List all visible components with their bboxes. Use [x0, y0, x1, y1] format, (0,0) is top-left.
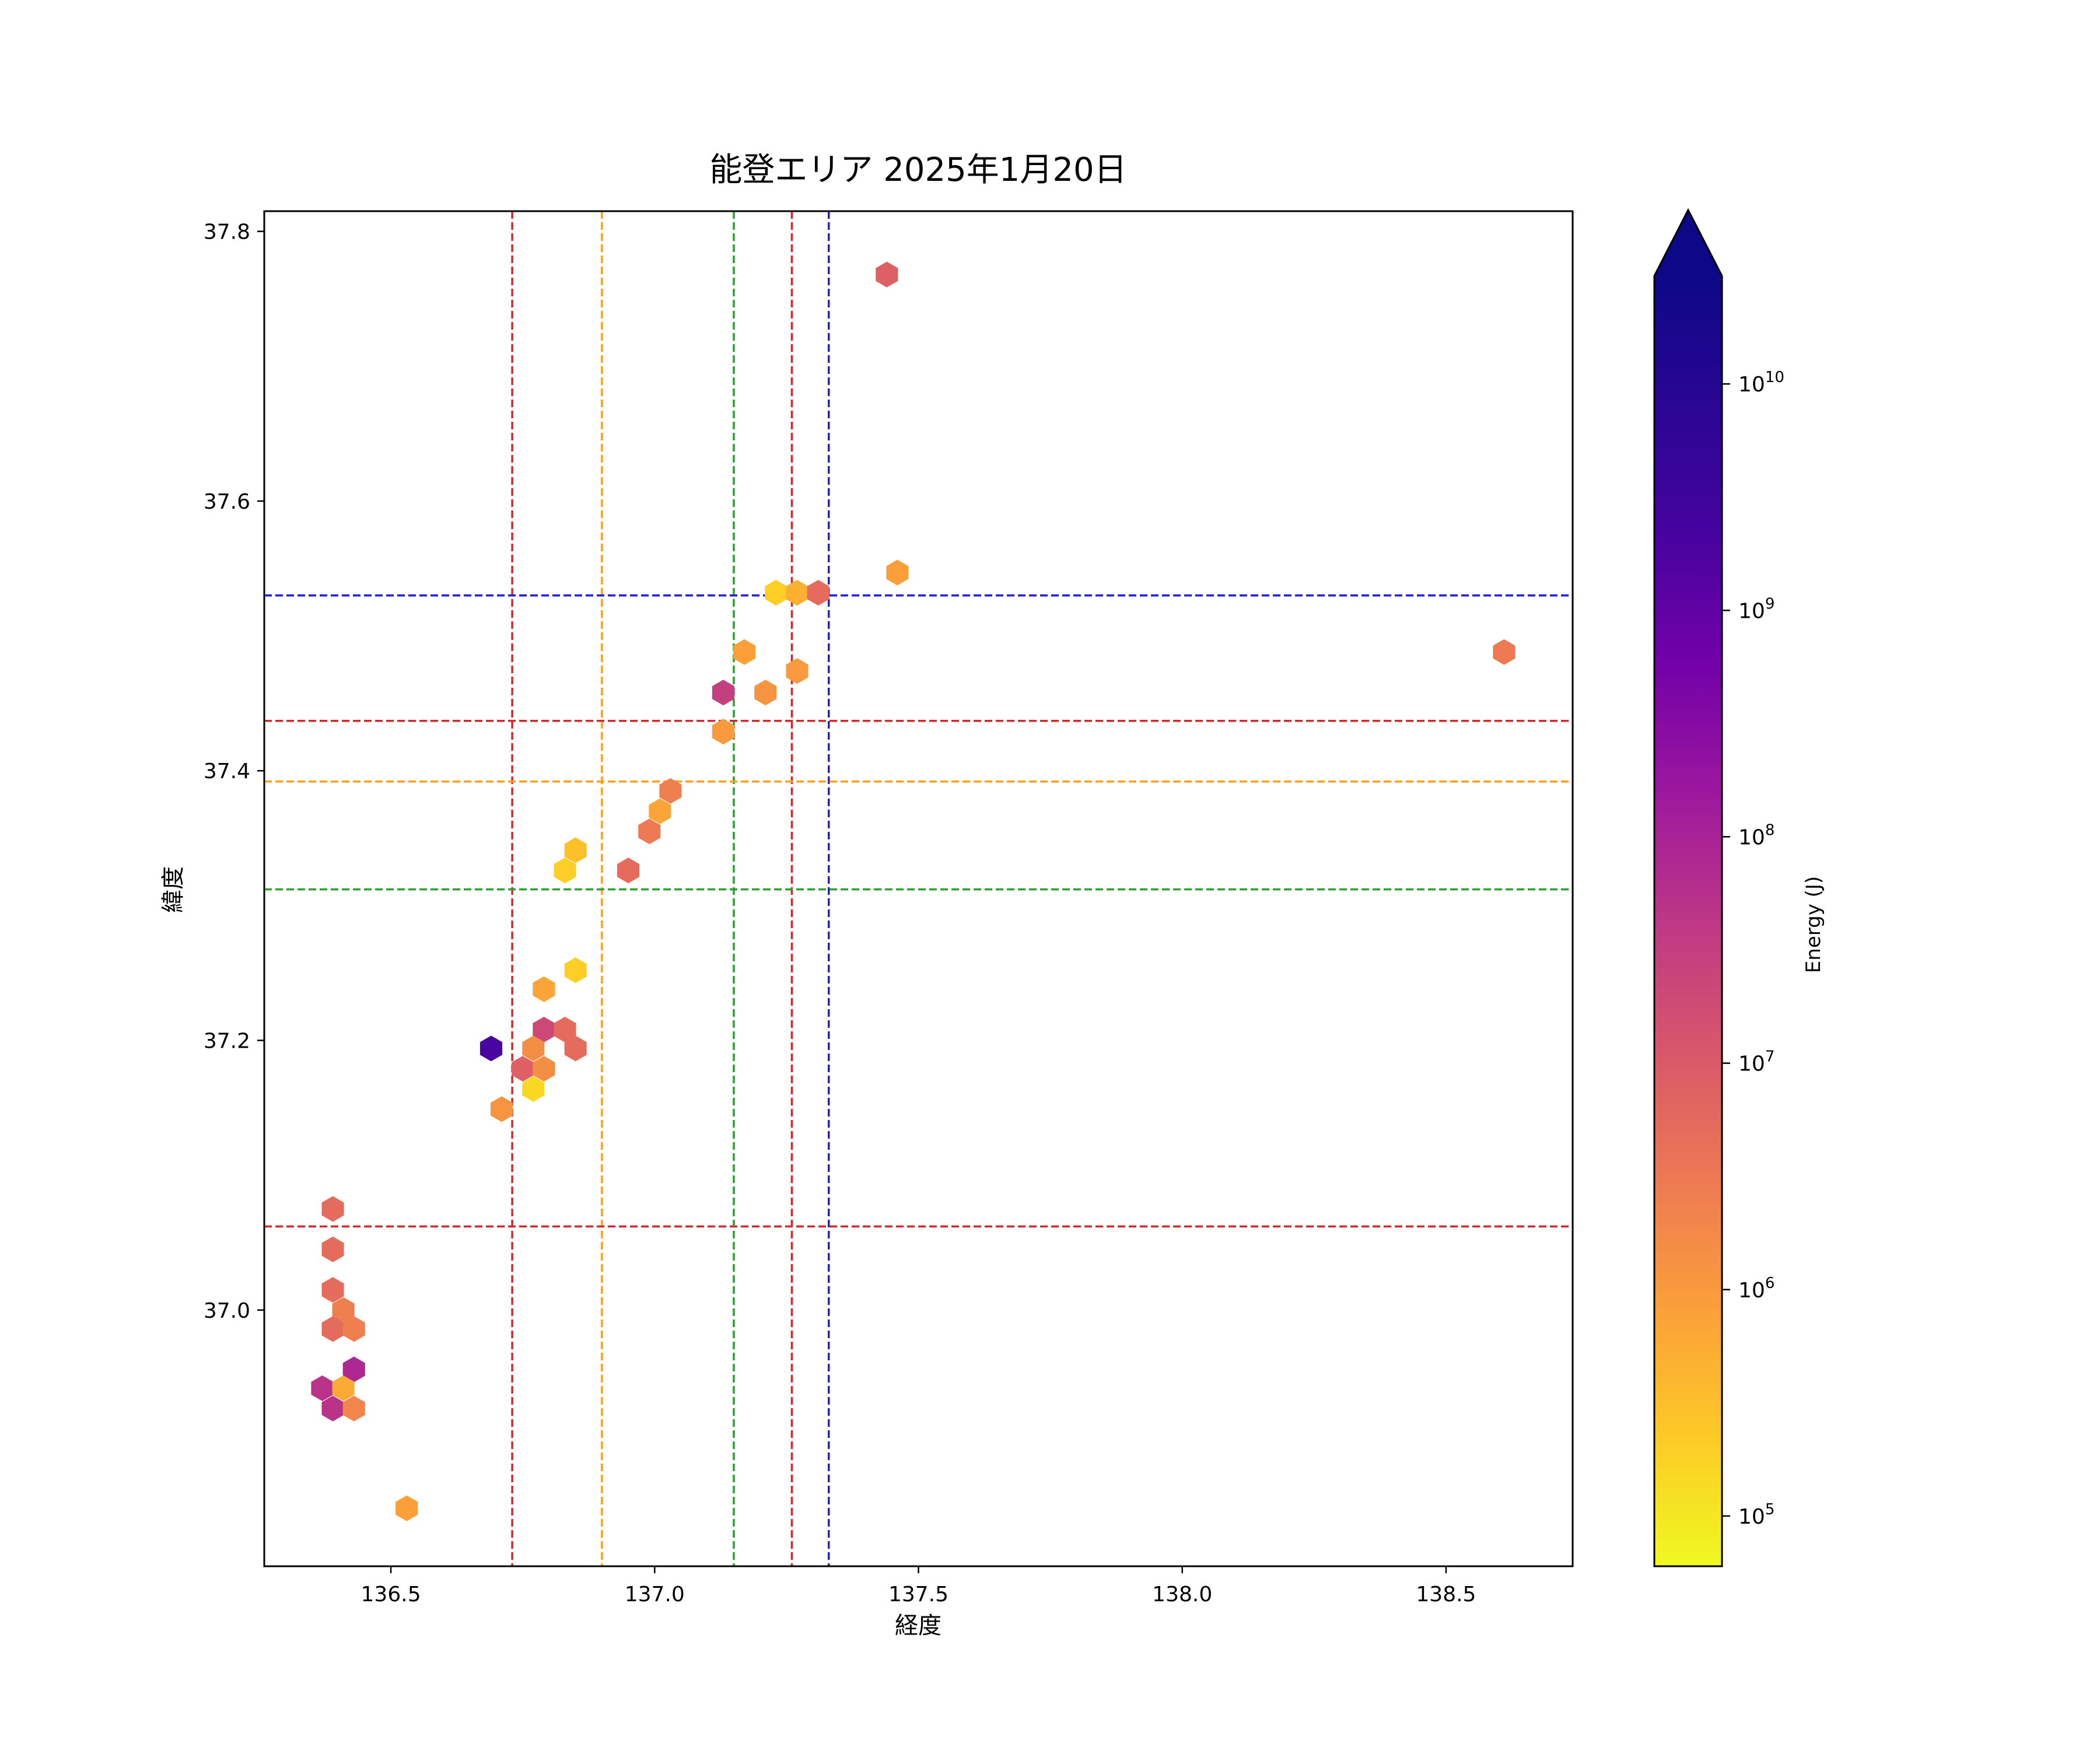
hexbin-cell [490, 1096, 513, 1122]
y-axis: 37.0 37.2 37.4 37.6 37.8 [204, 220, 264, 1323]
hexbin-cell [786, 580, 808, 606]
plot-area [263, 210, 1574, 1567]
hexbin-cell [649, 798, 671, 824]
hexbin-cell [564, 1035, 587, 1062]
colorbar-tick-label: 106 [1738, 1275, 1774, 1303]
hexbin-cell [807, 580, 830, 606]
hexbin-cell [522, 1035, 545, 1062]
hexbin-cell [754, 680, 777, 706]
colorbar-tick-label: 109 [1738, 595, 1774, 623]
hexbin-cell [617, 858, 640, 884]
hexbin-cell [765, 580, 788, 606]
colorbar-label: Energy (J) [1802, 876, 1825, 973]
colorbar-ticks: 105 106 107 108 109 1010 [1722, 369, 1784, 1529]
colorbar-gradient [1654, 276, 1722, 1566]
hexbin-cell [342, 1356, 365, 1382]
colorbar-tick-label: 1010 [1738, 369, 1784, 397]
colorbar: 105 106 107 108 109 1010 Energy (J) [1653, 208, 1825, 1567]
hexbin-cell [396, 1495, 418, 1521]
y-tick-label: 37.8 [204, 220, 250, 244]
hexbin-cell [564, 837, 587, 863]
hexbin-cell [321, 1395, 344, 1422]
colorbar-extend-arrow [1654, 210, 1722, 276]
hexbin-cell [533, 976, 555, 1002]
hexbin-cell [533, 1056, 555, 1082]
reference-lines [264, 211, 1573, 1566]
x-axis: 136.5 137.0 137.5 138.0 138.5 [361, 1566, 1476, 1606]
hexbin-cell [342, 1316, 365, 1342]
x-tick-label: 136.5 [361, 1583, 421, 1606]
x-axis-label: 経度 [895, 1612, 942, 1639]
colorbar-tick-label: 105 [1738, 1501, 1774, 1529]
hexbin-cell [786, 658, 808, 684]
x-tick-label: 137.0 [625, 1583, 685, 1606]
hexbin-cell [311, 1375, 334, 1401]
hexbin-cell [638, 818, 661, 845]
hexbin-cell [712, 680, 734, 706]
hexbin-cell [1493, 639, 1516, 665]
hexbin-cell [332, 1297, 355, 1323]
hexbin-cell [332, 1375, 355, 1401]
chart-title: 能登エリア 2025年1月20日 [709, 151, 1126, 189]
hexbin-cell [480, 1035, 502, 1062]
x-tick-label: 138.0 [1152, 1583, 1212, 1606]
hexbin-cell [522, 1076, 545, 1102]
hexbin-cell [712, 719, 734, 745]
hexbin-cell [342, 1395, 365, 1422]
hexbin-cells [311, 261, 1516, 1521]
x-tick-label: 137.5 [888, 1583, 949, 1606]
hexbin-cell [321, 1316, 344, 1342]
hexbin-cell [886, 559, 909, 586]
y-tick-label: 37.2 [204, 1030, 250, 1054]
hexbin-cell [512, 1056, 534, 1082]
hexbin-cell [564, 957, 587, 984]
y-tick-label: 37.4 [204, 760, 250, 783]
colorbar-tick-label: 107 [1738, 1048, 1774, 1076]
hexbin-cell [659, 778, 682, 804]
hexbin-cell [876, 261, 898, 288]
hexbin-cell [554, 1017, 576, 1042]
y-tick-label: 37.0 [204, 1299, 250, 1323]
x-tick-label: 138.5 [1416, 1583, 1476, 1606]
hexbin-cell [554, 858, 576, 884]
colorbar-frame [1653, 208, 1723, 1567]
hexbin-cell [321, 1277, 344, 1303]
hexbin-cell [321, 1196, 344, 1222]
y-tick-label: 37.6 [204, 490, 250, 514]
hexbin-cell [321, 1236, 344, 1262]
hexbin-cell [733, 639, 756, 665]
hexbin-cell [533, 1017, 555, 1042]
y-axis-label: 緯度 [160, 866, 187, 913]
colorbar-tick-label: 108 [1738, 821, 1774, 849]
